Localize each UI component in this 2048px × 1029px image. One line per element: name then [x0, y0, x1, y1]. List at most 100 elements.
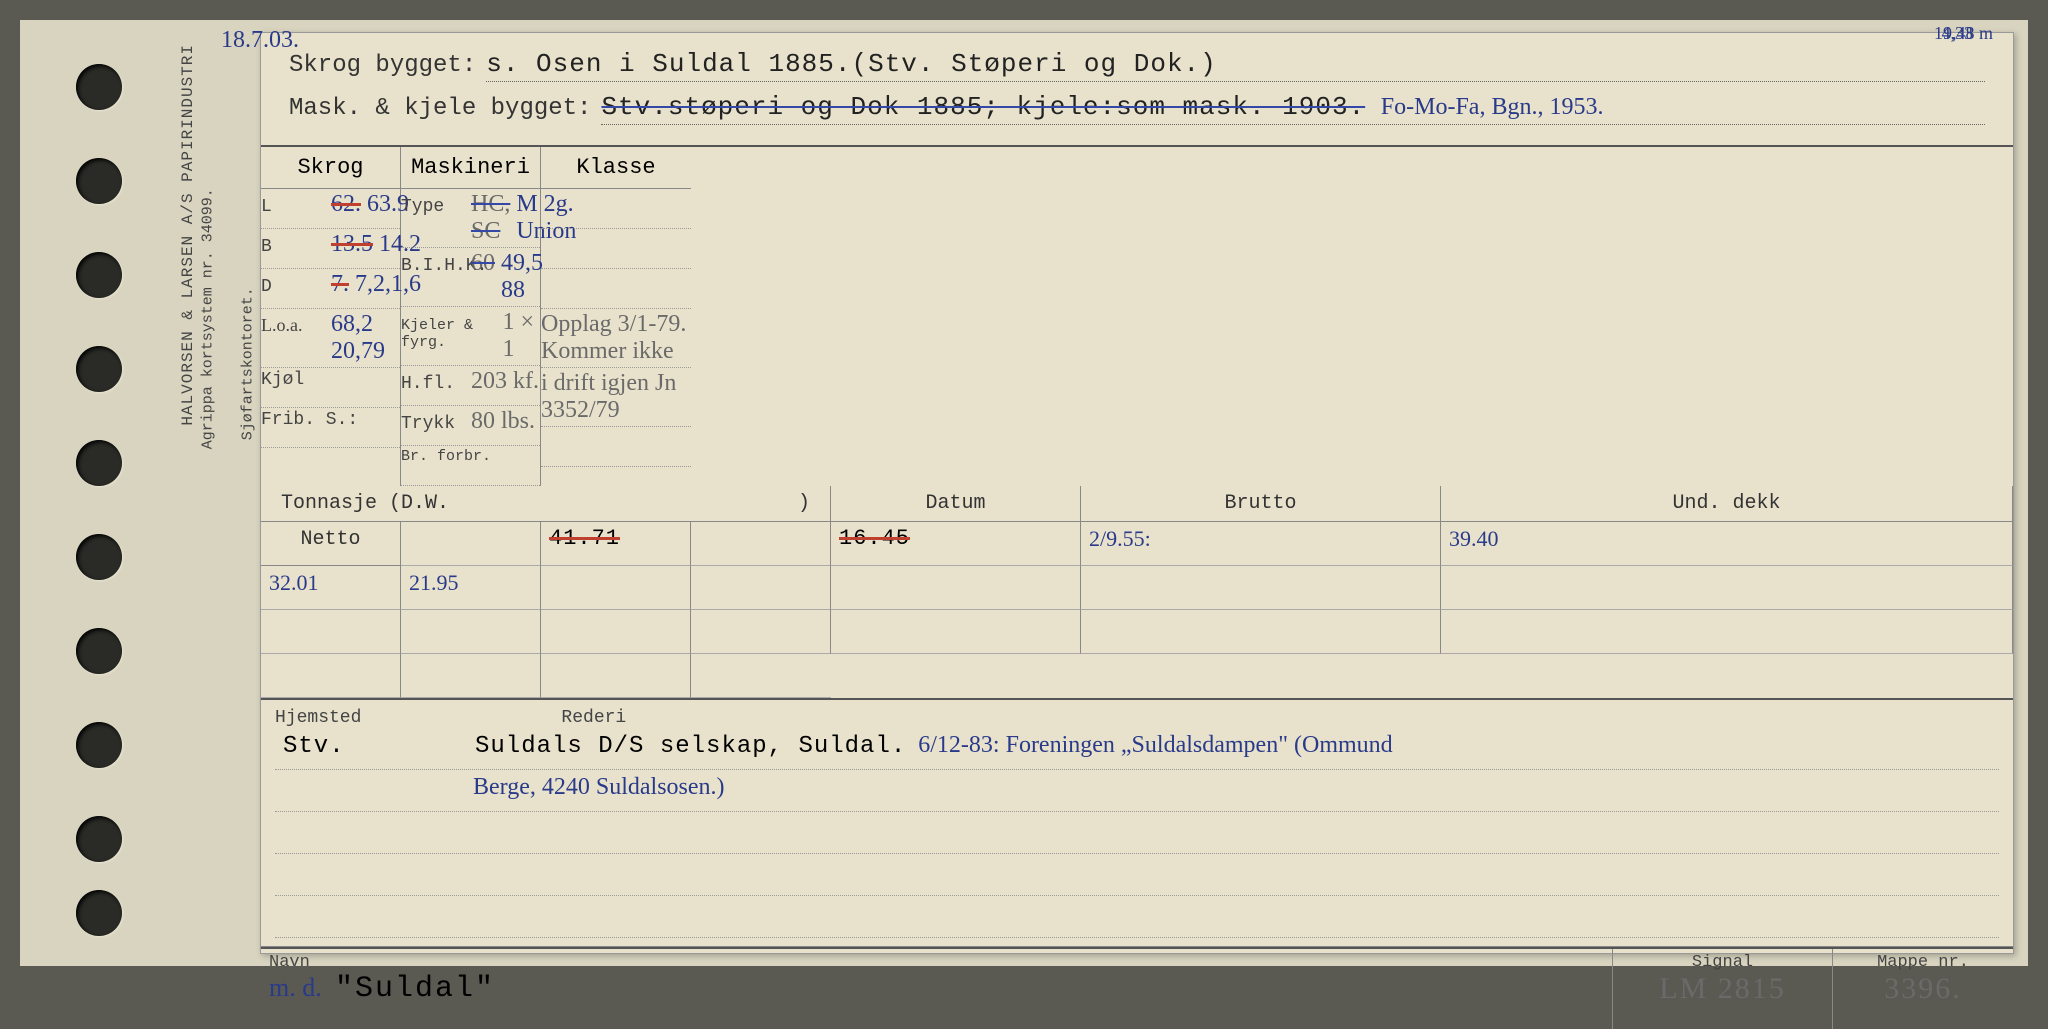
- navn-value: "Suldal": [335, 972, 495, 1006]
- table-cell: [261, 654, 401, 698]
- punch-hole: [76, 440, 122, 486]
- punch-hole: [76, 158, 122, 204]
- bihk-label: B.I.H.K.: [401, 256, 465, 276]
- hfl-label: H.fl.: [401, 374, 465, 394]
- date-annotation: 18.7.03.: [221, 27, 299, 54]
- signal-value: LM 2815: [1659, 972, 1786, 1005]
- navn-label: Navn: [269, 953, 1604, 972]
- unddekk-header: Und. dekk: [1441, 486, 2013, 522]
- table-cell: [691, 610, 831, 654]
- table-cell: [831, 610, 1081, 654]
- rederi-hand-2: Berge, 4240 Suldalsosen.): [473, 774, 725, 801]
- table-cell: [691, 654, 831, 698]
- kjeler-val: 1 × 1: [502, 309, 540, 363]
- trykk-val: 80 lbs.: [471, 408, 535, 435]
- type-label: Type: [401, 197, 465, 217]
- punch-hole: [76, 890, 122, 936]
- table-cell: [401, 654, 541, 698]
- manufacturer-text: HALVORSEN & LARSEN A/S PAPIRINDUSTRI: [179, 44, 197, 426]
- klasse-header: Klasse: [541, 147, 691, 189]
- netto-header: Netto: [261, 522, 401, 566]
- brutto-2: 39.40: [1441, 522, 2013, 566]
- punch-hole: [76, 346, 122, 392]
- l-label: L: [261, 197, 325, 217]
- table-cell: [541, 566, 691, 610]
- kjol-label: Kjøl: [261, 370, 325, 390]
- d-old: 7.: [331, 271, 349, 298]
- office-text: Sjøfartskontoret.: [240, 287, 257, 440]
- table-cell: [1441, 566, 2013, 610]
- kjeler-label: Kjeler & fyrg.: [401, 317, 496, 351]
- tonnasje-close: ): [798, 492, 810, 515]
- footer-section: Navn m. d. "Suldal" Signal LM 2815 Mappe…: [261, 947, 2013, 1029]
- rederi-hand-1: 6/12-83: Foreningen „Suldalsdampen" (Omm…: [918, 732, 1392, 759]
- datum-header: Datum: [831, 486, 1081, 522]
- datum-1: [401, 522, 541, 566]
- datum-2: 2/9.55:: [1081, 522, 1441, 566]
- mappe-value: 3396.: [1884, 972, 1962, 1005]
- frib-label: Frib. S.:: [261, 410, 358, 430]
- signal-label: Signal: [1621, 953, 1824, 972]
- table-cell: [1081, 566, 1441, 610]
- main-grid: Tonnasje (D.W. ) Skrog L 62. 63.9 19,48 …: [261, 147, 2013, 700]
- table-cell: [401, 610, 541, 654]
- mask-struck-value: Stv.støperi og Dok 1885; kjele:som mask.…: [601, 92, 1365, 122]
- skrog-header: Skrog: [261, 147, 400, 189]
- d-label: D: [261, 277, 325, 297]
- punch-hole: [76, 722, 122, 768]
- b-old: 13.5: [331, 231, 373, 258]
- rederi-section: Hjemsted Rederi Stv. Suldals D/S selskap…: [261, 700, 2013, 947]
- klasse-note-2: i drift igjen Jn 3352/79: [541, 370, 691, 424]
- brutto-header: Brutto: [1081, 486, 1441, 522]
- skrog-bygget-label: Skrog bygget:: [289, 52, 476, 79]
- table-cell: [1441, 610, 2013, 654]
- br-label: Br. forbr.: [401, 448, 491, 465]
- hfl-val: 203 kf.: [471, 368, 539, 395]
- rederi-label: Rederi: [561, 708, 626, 728]
- table-cell: [541, 654, 691, 698]
- table-cell: [831, 566, 1081, 610]
- bihk-new: 49,5 88: [501, 250, 543, 304]
- und-2: 32.01: [261, 566, 401, 610]
- table-cell: [691, 566, 831, 610]
- l-old: 62.: [331, 191, 361, 218]
- table-cell: [541, 610, 691, 654]
- type-old: HC, SC: [471, 191, 510, 245]
- rederi-value: Suldals D/S selskap, Suldal.: [475, 733, 906, 760]
- maskineri-header: Maskineri: [401, 147, 540, 189]
- trykk-label: Trykk: [401, 414, 465, 434]
- punch-hole: [76, 252, 122, 298]
- system-number-text: Agrippa kortsystem nr. 34099.: [200, 188, 217, 449]
- punch-hole: [76, 628, 122, 674]
- netto-2: 21.95: [401, 566, 541, 610]
- punch-hole: [76, 64, 122, 110]
- und-1: [691, 522, 831, 566]
- navn-prefix: m. d.: [269, 973, 322, 1002]
- table-cell: [1081, 610, 1441, 654]
- record-card: 18.7.03. Skrog bygget: s. Osen i Suldal …: [260, 32, 2014, 954]
- header-section: Skrog bygget: s. Osen i Suldal 1885.(Stv…: [261, 33, 2013, 147]
- table-cell: [261, 610, 401, 654]
- skrog-bygget-value: s. Osen i Suldal 1885.(Stv. Støperi og D…: [486, 49, 1985, 82]
- empty-row: [275, 896, 1999, 938]
- b-meters: 4,33: [1942, 23, 1974, 44]
- b-label: B: [261, 237, 325, 257]
- punch-hole-strip: [20, 20, 160, 966]
- klasse-note-1: Opplag 3/1-79. Kommer ikke: [541, 311, 691, 365]
- hjemsted-label: Hjemsted: [275, 708, 361, 728]
- brutto-1: 41.71: [541, 522, 691, 566]
- hjemsted-value: Stv.: [283, 733, 463, 760]
- bihk-old: 60: [471, 250, 495, 277]
- netto-1: 16.45: [831, 522, 1081, 566]
- loa-val: 68,2 20,79: [331, 311, 400, 365]
- punch-hole: [76, 816, 122, 862]
- empty-row: [275, 854, 1999, 896]
- tonnasje-label: Tonnasje (D.W.: [281, 492, 449, 515]
- punch-hole: [76, 534, 122, 580]
- index-card: HALVORSEN & LARSEN A/S PAPIRINDUSTRI Agr…: [20, 20, 2028, 966]
- loa-label: L.o.a.: [261, 315, 325, 336]
- mappe-label: Mappe nr.: [1841, 953, 2005, 972]
- mask-hand-value: Fo-Mo-Fa, Bgn., 1953.: [1381, 94, 1604, 120]
- mask-kjele-label: Mask. & kjele bygget:: [289, 95, 591, 122]
- empty-row: [275, 812, 1999, 854]
